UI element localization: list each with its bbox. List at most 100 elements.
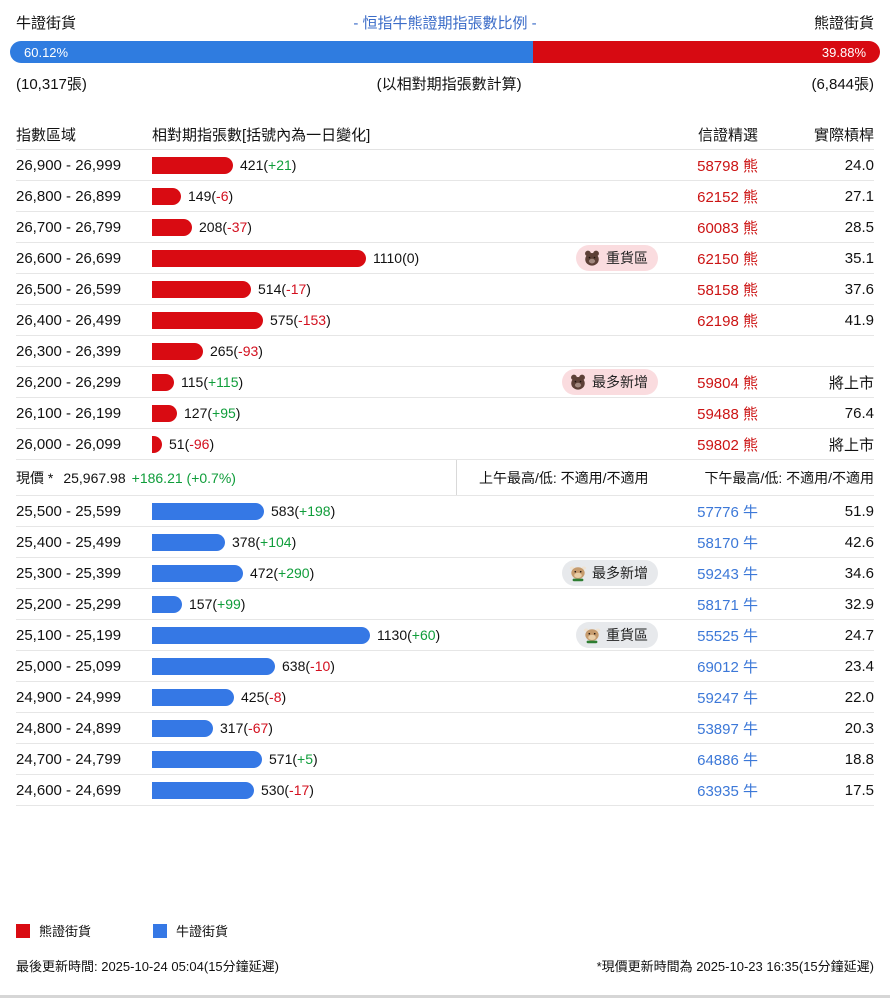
- zone-badge: [618, 432, 658, 456]
- contracts-bar: [152, 218, 192, 236]
- bull-ratio-segment: 60.12%: [10, 41, 534, 63]
- contracts-value: 575(-153): [270, 312, 331, 328]
- index-range: 26,400 - 26,499: [16, 311, 122, 329]
- page-title: - 恒指牛熊證期指張數比例 -: [353, 15, 537, 32]
- featured-code[interactable]: 69012 牛: [697, 658, 758, 676]
- actual-leverage: 34.6: [844, 564, 874, 582]
- contracts-bar: [152, 657, 275, 675]
- featured-code[interactable]: 53897 牛: [697, 720, 758, 738]
- featured-code[interactable]: 59243 牛: [697, 565, 758, 583]
- bear-color-swatch-icon: [16, 923, 30, 938]
- bear-mascot-icon: [583, 249, 601, 267]
- contracts-bar: [152, 595, 182, 613]
- featured-code[interactable]: 62150 熊: [697, 250, 758, 268]
- contracts-bar: [152, 311, 263, 329]
- contracts-bar: [152, 342, 203, 360]
- actual-leverage: 18.8: [844, 750, 874, 768]
- bull-mascot-icon: [569, 564, 587, 582]
- zone-badge: [618, 747, 658, 771]
- contracts-bar: [152, 564, 243, 582]
- zone-badge: [618, 592, 658, 616]
- table-header-row: 指數區域 相對期指張數[括號內為一日變化] 信證精選 實際槓桿: [16, 120, 874, 150]
- featured-code[interactable]: 62198 熊: [697, 312, 758, 330]
- contracts-bar: [152, 249, 366, 267]
- zone-badge: [618, 499, 658, 523]
- table-row: 26,700 - 26,799 208(-37) 60083 熊 28.5: [16, 212, 874, 243]
- contracts-bar: [152, 781, 254, 799]
- index-range: 26,200 - 26,299: [16, 373, 122, 391]
- featured-code[interactable]: 63935 牛: [697, 782, 758, 800]
- featured-code[interactable]: 58170 牛: [697, 534, 758, 552]
- contracts-value: 149(-6): [188, 188, 234, 204]
- zone-badge-label: 最多新增: [592, 374, 648, 390]
- index-range: 26,100 - 26,199: [16, 404, 122, 422]
- table-row: 26,400 - 26,499 575(-153) 62198 熊 41.9: [16, 305, 874, 336]
- current-price-label: 現價 *: [16, 469, 54, 486]
- table-row: 26,200 - 26,299 115(+115) 最多新增 59804 熊 將…: [16, 367, 874, 398]
- table-row: 25,400 - 25,499 378(+104) 58170 牛 42.6: [16, 527, 874, 558]
- contracts-bar: [152, 187, 181, 205]
- contracts-bar: [152, 750, 262, 768]
- table-row: 26,100 - 26,199 127(+95) 59488 熊 76.4: [16, 398, 874, 429]
- contracts-summary: (10,317張) (以相對期指張數計算) (6,844張): [16, 63, 874, 98]
- contracts-value: 378(+104): [232, 534, 297, 550]
- bull-rows-section: 25,500 - 25,599 583(+198) 57776 牛 51.9 2…: [16, 496, 874, 806]
- legend-bull-label: 牛證街貨: [176, 924, 229, 939]
- zone-badge: 重貨區: [576, 245, 658, 271]
- table-row: 24,700 - 24,799 571(+5) 64886 牛 18.8: [16, 744, 874, 775]
- legend-item-bear: 熊證街貨: [16, 921, 91, 940]
- index-range: 26,500 - 26,599: [16, 280, 122, 298]
- zone-badge: [618, 215, 658, 239]
- featured-code[interactable]: 58798 熊: [697, 157, 758, 175]
- table-row: 26,800 - 26,899 149(-6) 62152 熊 27.1: [16, 181, 874, 212]
- contracts-bar: [152, 156, 233, 174]
- actual-leverage: 將上市: [828, 374, 874, 392]
- bear-contracts-count: (6,844張): [811, 76, 874, 93]
- bull-pct-label: 60.12%: [24, 44, 69, 60]
- featured-code[interactable]: 60083 熊: [697, 219, 758, 237]
- distribution-table: 指數區域 相對期指張數[括號內為一日變化] 信證精選 實際槓桿 26,900 -…: [16, 120, 874, 806]
- featured-code[interactable]: 64886 牛: [697, 751, 758, 769]
- actual-leverage: 37.6: [844, 280, 874, 298]
- featured-code[interactable]: 59247 牛: [697, 689, 758, 707]
- index-range: 25,300 - 25,399: [16, 564, 122, 582]
- actual-leverage: 51.9: [844, 502, 874, 520]
- index-range: 25,000 - 25,099: [16, 657, 122, 675]
- bull-mascot-icon: [583, 626, 601, 644]
- actual-leverage: 22.0: [844, 688, 874, 706]
- current-price-value: 25,967.98: [63, 469, 126, 486]
- zone-badge: 重貨區: [576, 622, 658, 648]
- contracts-bar: [152, 435, 162, 453]
- featured-code[interactable]: 59802 熊: [697, 436, 758, 454]
- featured-code[interactable]: 57776 牛: [697, 503, 758, 521]
- index-range: 25,500 - 25,599: [16, 502, 122, 520]
- bear-ratio-segment: 39.88%: [533, 41, 880, 63]
- bear-pct-label: 39.88%: [821, 44, 866, 60]
- actual-leverage: 42.6: [844, 533, 874, 551]
- contracts-value: 157(+99): [189, 596, 246, 612]
- featured-code[interactable]: 58158 熊: [697, 281, 758, 299]
- contracts-value: 421(+21): [240, 157, 297, 173]
- current-price-change: +186.21 (+0.7%): [131, 469, 236, 486]
- contracts-value: 472(+290): [250, 565, 315, 581]
- actual-leverage: 35.1: [844, 249, 874, 267]
- zone-badge: [618, 308, 658, 332]
- session-high-low-block: 上午最高/低: 不適用/不適用 下午最高/低: 不適用/不適用: [457, 468, 874, 488]
- actual-leverage: 27.1: [844, 187, 874, 205]
- contracts-value: 51(-96): [169, 436, 215, 452]
- actual-leverage: 23.4: [844, 657, 874, 675]
- index-range: 24,900 - 24,999: [16, 688, 122, 706]
- featured-code[interactable]: 59804 熊: [697, 374, 758, 392]
- actual-leverage: 76.4: [844, 404, 874, 422]
- contracts-value: 317(-67): [220, 720, 273, 736]
- table-row: 25,100 - 25,199 1130(+60) 重貨區 55525 牛 24…: [16, 620, 874, 651]
- featured-code[interactable]: 59488 熊: [697, 405, 758, 423]
- zone-badge: [618, 401, 658, 425]
- featured-code[interactable]: 62152 熊: [697, 188, 758, 206]
- featured-code[interactable]: 55525 牛: [697, 627, 758, 645]
- table-row: 26,600 - 26,699 1110(0) 重貨區 62150 熊 35.1: [16, 243, 874, 274]
- zone-badge: [618, 530, 658, 554]
- featured-code[interactable]: 58171 牛: [697, 596, 758, 614]
- zone-badge: [618, 339, 658, 363]
